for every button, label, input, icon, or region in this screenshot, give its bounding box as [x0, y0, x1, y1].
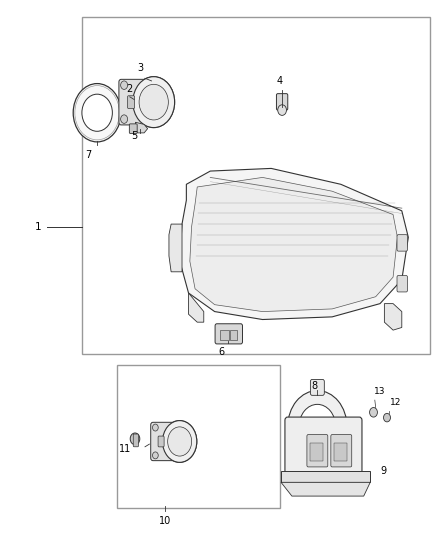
FancyBboxPatch shape: [127, 96, 134, 109]
FancyBboxPatch shape: [311, 442, 323, 461]
Circle shape: [168, 427, 192, 456]
Text: 13: 13: [374, 387, 386, 397]
Circle shape: [120, 81, 127, 90]
Text: 6: 6: [218, 347, 224, 357]
Text: 7: 7: [85, 150, 92, 160]
Text: 5: 5: [131, 131, 137, 141]
Circle shape: [133, 77, 175, 127]
FancyBboxPatch shape: [230, 330, 237, 340]
Circle shape: [278, 105, 286, 115]
FancyBboxPatch shape: [276, 94, 288, 110]
FancyBboxPatch shape: [331, 434, 352, 467]
Circle shape: [120, 115, 127, 123]
Text: 12: 12: [389, 398, 401, 407]
Circle shape: [299, 405, 336, 449]
Circle shape: [130, 433, 140, 445]
Polygon shape: [281, 471, 370, 482]
Polygon shape: [117, 365, 280, 508]
Polygon shape: [281, 482, 370, 496]
FancyBboxPatch shape: [334, 442, 347, 461]
FancyBboxPatch shape: [151, 422, 177, 461]
Circle shape: [168, 427, 192, 456]
Circle shape: [139, 84, 168, 120]
Circle shape: [139, 84, 168, 120]
Text: 11: 11: [119, 444, 131, 454]
Circle shape: [370, 408, 378, 417]
Text: 3: 3: [138, 63, 144, 73]
Circle shape: [152, 424, 158, 431]
Polygon shape: [385, 304, 402, 330]
FancyBboxPatch shape: [158, 436, 164, 447]
Polygon shape: [82, 17, 430, 354]
Circle shape: [73, 84, 121, 142]
Circle shape: [152, 452, 158, 459]
FancyBboxPatch shape: [129, 124, 137, 133]
FancyBboxPatch shape: [397, 276, 407, 292]
Text: 1: 1: [35, 222, 42, 232]
FancyBboxPatch shape: [133, 434, 138, 447]
FancyBboxPatch shape: [311, 379, 324, 395]
Circle shape: [133, 77, 175, 127]
Circle shape: [288, 391, 347, 463]
Polygon shape: [169, 224, 182, 272]
FancyBboxPatch shape: [220, 330, 229, 340]
Text: 9: 9: [380, 466, 386, 475]
FancyBboxPatch shape: [285, 417, 362, 474]
Circle shape: [290, 431, 301, 443]
FancyBboxPatch shape: [307, 434, 328, 467]
Circle shape: [162, 421, 197, 462]
FancyBboxPatch shape: [338, 419, 347, 434]
Circle shape: [82, 94, 113, 131]
Polygon shape: [190, 177, 397, 312]
Polygon shape: [135, 122, 148, 133]
Polygon shape: [180, 168, 408, 319]
Text: 10: 10: [159, 516, 171, 526]
Text: 8: 8: [312, 381, 318, 391]
FancyBboxPatch shape: [310, 457, 325, 470]
Text: 4: 4: [277, 76, 283, 86]
Circle shape: [162, 421, 197, 462]
FancyBboxPatch shape: [289, 419, 298, 434]
FancyBboxPatch shape: [215, 324, 243, 344]
FancyBboxPatch shape: [397, 235, 407, 251]
FancyBboxPatch shape: [119, 79, 149, 125]
Polygon shape: [188, 293, 204, 322]
Circle shape: [384, 414, 391, 422]
Text: 2: 2: [127, 84, 133, 94]
